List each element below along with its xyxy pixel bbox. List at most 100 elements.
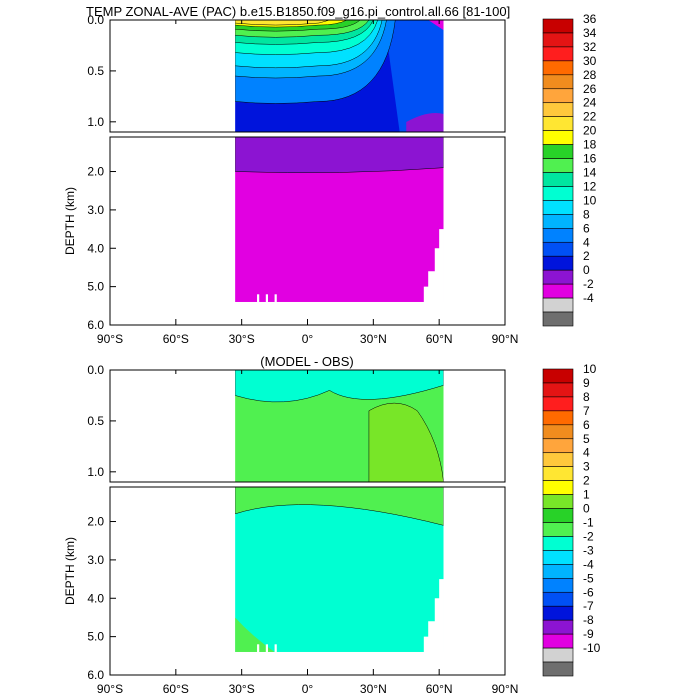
colorbar-swatch [542,269,574,285]
field-upper [234,20,444,132]
x-tick-label: 60°S [163,332,189,346]
x-tick-label: 60°N [426,682,453,696]
y-tick-label: 3.0 [87,553,104,567]
y-tick-label: 1.0 [87,465,104,479]
colorbar-swatch [542,297,574,313]
colorbar-swatch [542,130,574,145]
colorbar-label: 4 [583,235,590,249]
x-tick-label: 30°S [229,332,255,346]
land [110,651,505,675]
y-tick-label: 5.0 [87,280,104,294]
contour-band [234,20,330,26]
band [235,487,444,675]
y-axis-label: DEPTH (km) [63,187,77,255]
chart-title: TEMP ZONAL-AVE (PAC) b.e15.B1850.f09_g16… [86,4,510,19]
x-tick-label: 0° [302,682,314,696]
colorbar-label: 10 [583,362,597,376]
field-lower [234,137,444,325]
colorbar-label: 28 [583,68,597,82]
colorbar-label: -9 [583,627,594,641]
land-notch [265,644,268,652]
land-notch [274,294,277,302]
y-tick-label: 2.0 [87,515,104,529]
colorbar-label: 4 [583,446,590,460]
land-lower [110,487,505,675]
chart-title: (MODEL - OBS) [260,354,353,369]
colorbar-swatch [542,410,574,426]
x-tick-label: 0° [302,332,314,346]
colorbar-label: 6 [583,418,590,432]
colorbar-label: 10 [583,193,597,207]
y-tick-label: 4.0 [87,241,104,255]
colorbar-label: -4 [583,291,594,305]
colorbar-swatch [542,102,574,117]
colorbar-swatch [542,452,574,467]
colorbar-swatch [542,214,574,229]
colorbar-swatch [542,186,574,201]
colorbar-swatch [542,661,574,677]
colorbar-label: -5 [583,571,594,585]
y-tick-label: 0.0 [87,13,104,27]
colorbar-swatch [542,311,574,327]
colorbar-swatch [542,550,574,565]
x-tick-label: 90°N [492,682,519,696]
colorbar-swatch [542,564,574,579]
band [234,487,444,526]
colorbar-swatch [542,158,574,173]
colorbar-swatch [542,438,574,454]
colorbar-label: 2 [583,474,590,488]
colorbar-label: 16 [583,152,597,166]
colorbar-swatch [542,283,574,299]
y-tick-label: 0.5 [87,64,104,78]
colorbar-swatch [542,200,574,215]
colorbar-swatch [542,60,574,76]
colorbar-swatch [542,424,574,440]
colorbar-label: 30 [583,54,597,68]
y-tick-label: 5.0 [87,630,104,644]
land [110,370,236,482]
y-tick-label: 1.0 [87,115,104,129]
colorbar-label: -2 [583,277,594,291]
band [428,20,444,31]
y-tick-label: 0.5 [87,414,104,428]
colorbar-label: 14 [583,166,597,180]
land [443,137,505,325]
y-tick-label: 0.0 [87,363,104,377]
colorbar-swatch [542,605,574,621]
land-upper [110,370,505,482]
land-notch [257,644,260,652]
colorbar-swatch [542,116,574,131]
colorbar-swatch [542,144,574,159]
y-axis-label: DEPTH (km) [63,537,77,605]
colorbar-label: 1 [583,488,590,502]
colorbar-label: -8 [583,613,594,627]
colorbar-swatch [542,619,574,635]
land [423,229,444,302]
colorbar-label: 12 [583,179,597,193]
y-tick-label: 3.0 [87,203,104,217]
colorbar-swatch [542,647,574,663]
field-lower [234,487,444,675]
colorbar-swatch [542,536,574,551]
colorbar-label: -4 [583,557,594,571]
colorbar-swatch [542,494,574,509]
colorbar-swatch [542,368,574,384]
land [443,487,505,675]
colorbar-swatch [542,382,574,398]
y-tick-label: 6.0 [87,318,104,332]
colorbar-label: 6 [583,221,590,235]
colorbar-label: -1 [583,516,594,530]
land [110,137,236,325]
colorbar-label: 0 [583,263,590,277]
colorbar-label: 20 [583,124,597,138]
band [406,113,444,132]
colorbar-swatch [542,578,574,593]
colorbar-label: 0 [583,502,590,516]
x-tick-label: 90°N [492,332,519,346]
land [443,20,505,132]
colorbar-swatch [542,522,574,537]
colorbar-swatch [542,396,574,412]
colorbar-label: 8 [583,390,590,404]
colorbar-swatch [542,46,574,62]
